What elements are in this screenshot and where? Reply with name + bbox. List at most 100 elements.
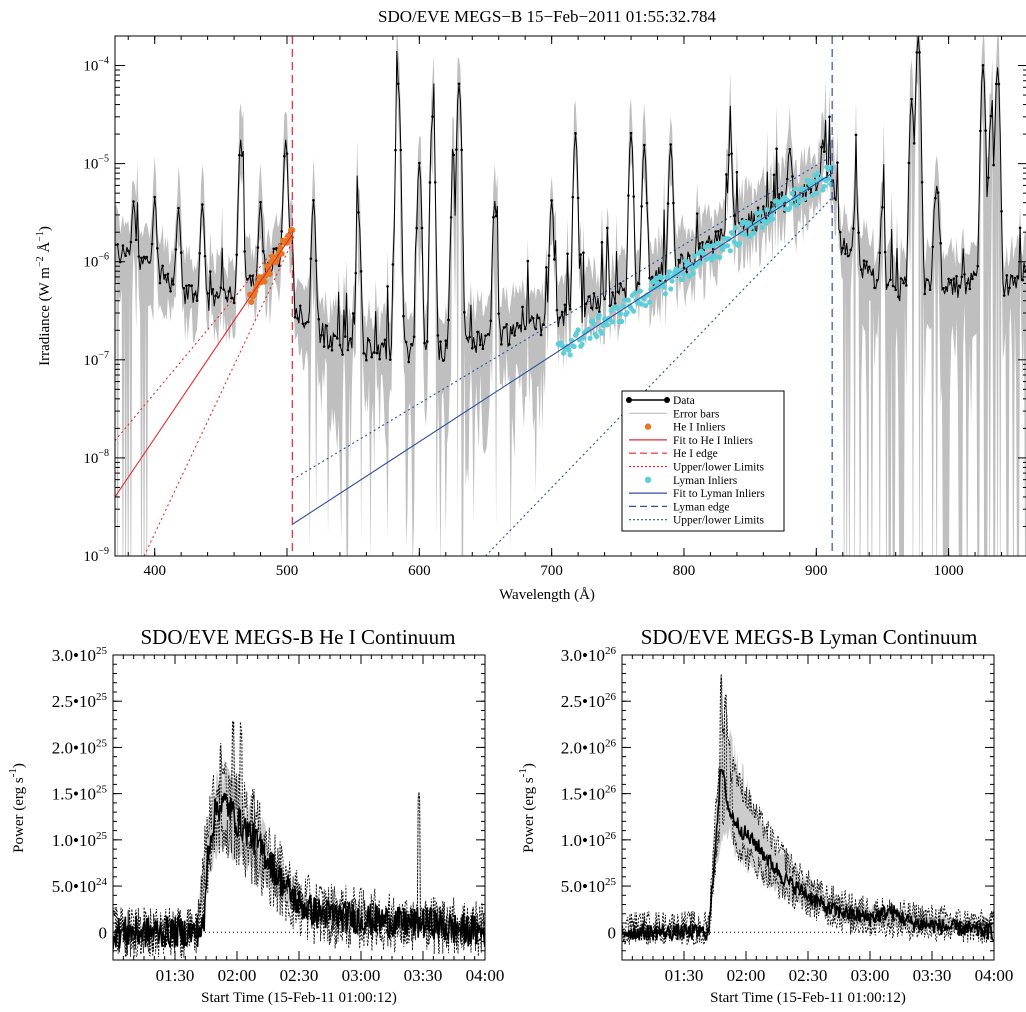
data-point xyxy=(481,347,485,351)
data-point xyxy=(698,242,702,245)
data-point xyxy=(296,317,299,320)
data-point xyxy=(246,278,249,281)
data-point xyxy=(1018,226,1022,230)
he-panel-title: SDO/EVE MEGS-B He I Continuum xyxy=(141,625,456,649)
data-point xyxy=(650,275,654,279)
data-point xyxy=(735,170,739,174)
data-point xyxy=(584,302,588,306)
data-point xyxy=(865,260,868,263)
lyman-inlier-point xyxy=(661,284,667,290)
data-point xyxy=(870,273,874,276)
data-point xyxy=(359,270,363,273)
lyman-inlier-point xyxy=(792,186,798,192)
lyman-inlier-point xyxy=(624,310,630,316)
data-point xyxy=(1013,276,1017,280)
data-point xyxy=(357,211,360,214)
lyman-inlier-point xyxy=(770,216,776,222)
data-point xyxy=(386,285,389,288)
data-point xyxy=(576,196,580,200)
lyman-inlier-point xyxy=(793,202,800,208)
data-point xyxy=(862,259,866,262)
data-point xyxy=(333,334,336,338)
data-point xyxy=(915,51,919,54)
legend-dot-marker xyxy=(644,476,652,483)
x-tick-label: 03:00 xyxy=(342,966,381,985)
data-point xyxy=(399,148,403,152)
data-point xyxy=(177,206,180,210)
x-tick-label: 03:30 xyxy=(404,966,443,985)
data-point xyxy=(163,273,167,277)
lyman-y-ticks: 0 5.0•1025 1.0•1026 1.5•1026 2.0•1026 2.5•102… xyxy=(561,645,994,961)
data-point xyxy=(447,318,450,322)
data-point xyxy=(502,326,506,329)
data-point xyxy=(195,299,199,302)
data-point xyxy=(910,97,913,101)
lyman-inlier-point xyxy=(706,243,712,249)
lyman-inlier-point xyxy=(727,248,733,254)
data-point xyxy=(370,355,373,359)
lyman-inlier-point xyxy=(686,273,692,279)
data-point xyxy=(518,324,522,327)
data-point xyxy=(373,351,376,354)
data-point xyxy=(928,288,932,291)
legend-label: Upper/lower Limits xyxy=(673,515,765,527)
data-point xyxy=(568,307,572,311)
lyman-panel-title: SDO/EVE MEGS-B Lyman Continuum xyxy=(641,625,978,649)
data-point xyxy=(894,288,897,292)
data-point xyxy=(460,148,463,152)
data-point xyxy=(717,229,720,233)
x-tick-label: 03:30 xyxy=(913,966,952,985)
data-point xyxy=(979,129,982,133)
lyman-inlier-point xyxy=(710,242,716,249)
data-point xyxy=(642,143,646,147)
data-point xyxy=(317,317,321,321)
data-point xyxy=(687,254,691,258)
data-point xyxy=(762,205,765,208)
y-tick-label: 1.5•1026 xyxy=(561,784,617,804)
data-point xyxy=(394,148,397,152)
data-point xyxy=(492,215,495,219)
data-point xyxy=(420,226,424,230)
data-point xyxy=(375,351,379,355)
data-point xyxy=(889,278,892,282)
data-point xyxy=(190,284,194,287)
panel-clipped-group xyxy=(622,673,994,946)
data-point xyxy=(341,353,344,356)
legend-label: He I edge xyxy=(673,448,718,460)
data-point xyxy=(470,346,474,350)
data-point xyxy=(182,286,186,290)
data-point xyxy=(854,133,858,137)
data-point xyxy=(161,264,164,268)
data-point xyxy=(648,276,651,280)
x-tick-label: 04:00 xyxy=(466,966,505,985)
lyman-inlier-point xyxy=(759,224,765,231)
data-point xyxy=(378,357,381,361)
data-point xyxy=(955,274,958,278)
data-point xyxy=(828,115,831,119)
y-tick-label: 3.0•1026 xyxy=(561,645,617,665)
y-tick-label: 0 xyxy=(99,923,108,942)
data-point xyxy=(616,290,620,294)
data-point xyxy=(984,129,987,132)
lyman-inlier-point xyxy=(826,176,833,182)
data-point xyxy=(947,277,950,281)
he-inlier-point xyxy=(289,227,296,234)
data-point xyxy=(836,161,839,164)
y-tick-label: 1.5•1025 xyxy=(52,784,108,804)
data-point xyxy=(971,277,974,281)
lyman-inlier-point xyxy=(697,260,703,266)
data-point xyxy=(1005,274,1009,277)
data-point xyxy=(859,268,863,271)
x-tick-label: 900 xyxy=(805,563,828,579)
data-point xyxy=(555,308,559,312)
data-point xyxy=(216,295,220,299)
data-point xyxy=(497,312,501,315)
legend-label: Fit to Lyman Inliers xyxy=(673,488,765,500)
data-point xyxy=(494,214,498,218)
data-point xyxy=(883,250,887,254)
he-inlier-point xyxy=(266,270,273,277)
lyman-inlier-point xyxy=(567,352,573,358)
spectrum-panel: SDO/EVE MEGS−B 15−Feb−2011 01:55:32.784 … xyxy=(35,7,1026,603)
y-tick-label: 2.0•1025 xyxy=(52,737,108,757)
he-x-ticks: 01:30 02:00 02:30 03:00 03:30 04:00 xyxy=(122,655,505,985)
